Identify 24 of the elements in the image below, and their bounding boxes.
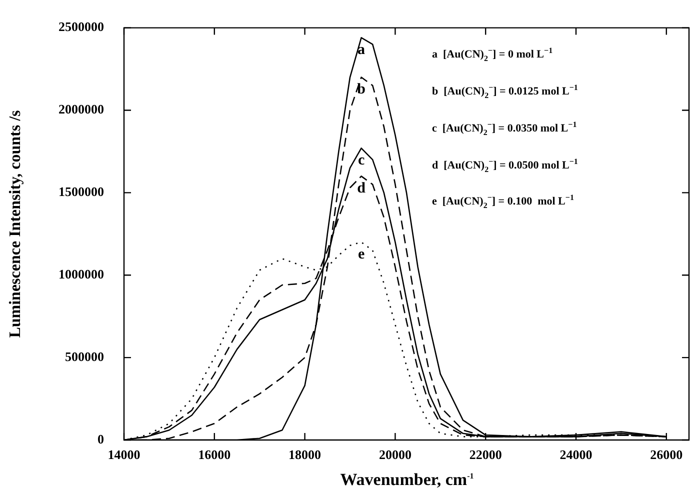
x-tick-label: 16000 — [198, 447, 231, 462]
x-tick-label: 22000 — [469, 447, 502, 462]
y-tick-label: 0 — [98, 431, 104, 446]
annotation: d [Au(CN)$_{2}$$^{−}$] = 0.0500 mol L$^{−1}$ — [432, 156, 578, 176]
series-label: e — [358, 246, 365, 263]
x-tick-label: 24000 — [560, 447, 592, 462]
y-tick-label: 2500000 — [58, 19, 104, 34]
y-tick-label: 500000 — [65, 348, 104, 364]
y-axis-title: Luminescence Intensity, counts /s — [7, 109, 25, 340]
y-tick-label: 1500000 — [58, 184, 104, 200]
x-axis-title: Wavenumber, cm$^{-1}$ — [339, 470, 475, 490]
series-label: d — [357, 180, 366, 197]
x-tick-label: 18000 — [288, 447, 322, 462]
x-tick-label: 14000 — [108, 447, 140, 462]
x-tick-label: 20000 — [378, 447, 412, 462]
annotation: c [Au(CN)$_{2}$$^{−}$] = 0.0350 mol L$^{−1}$ — [432, 118, 578, 139]
annotation: a [Au(CN)$_{2}$$^{−}$] = 0 mol L$^{−1}$ — [432, 45, 554, 65]
series-label: c — [358, 152, 365, 169]
x-tick-label: 26000 — [650, 447, 683, 462]
annotation: e [Au(CN)$_{2}$$^{−}$] = 0.100 mol L$^{−1}$ — [432, 192, 575, 212]
series-label: a — [358, 42, 366, 58]
y-tick-label: 2000000 — [58, 102, 104, 117]
annotation: b [Au(CN)$_{2}$$^{−}$] = 0.0125 mol L$^{−1}$ — [432, 82, 578, 102]
y-tick-label: 1000000 — [58, 266, 104, 282]
